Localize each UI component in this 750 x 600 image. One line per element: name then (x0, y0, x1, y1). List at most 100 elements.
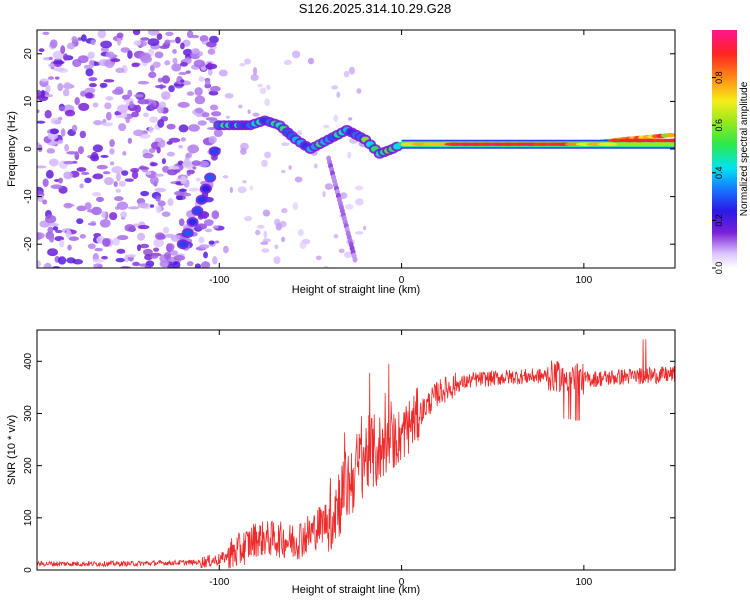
spectrogram-noise-mark (76, 167, 87, 172)
spectrogram-noise-mark (197, 120, 207, 126)
colorbar-tick-label: 0.0 (714, 262, 724, 275)
spectrogram-noise-mark (60, 45, 66, 54)
spectrogram-noise-mark (354, 185, 364, 191)
spectrogram-noise-mark (133, 129, 144, 137)
spectrogram-noise-mark (104, 177, 114, 186)
spectrogram-noise-mark (259, 87, 267, 95)
spectrogram-noise-mark (133, 40, 142, 46)
spectrogram-noise-mark (257, 224, 265, 229)
spectrogram-noise-mark (154, 51, 164, 59)
spectrogram-noise-mark (127, 50, 133, 59)
spectrogram-noise-mark (102, 171, 111, 175)
spectrogram-noise-mark (57, 116, 63, 121)
spectrogram-noise-mark (158, 101, 167, 108)
spectrogram-noise-mark (344, 251, 352, 259)
spectrogram-noise-mark (66, 151, 78, 155)
spectrogram-noise-mark (149, 176, 159, 185)
spectrogram-noise-mark (147, 38, 160, 46)
spectrogram-noise-mark (92, 173, 104, 180)
spectrogram-noise-mark (238, 104, 243, 109)
snr-x-tick-label: -100 (209, 577, 229, 588)
spectrogram-noise-mark (87, 222, 97, 226)
spectrogram-noise-mark (155, 205, 162, 214)
spectrogram-noise-mark (348, 117, 353, 121)
spectrogram-noise-mark (113, 181, 118, 188)
spectrogram-noise-mark (239, 62, 246, 67)
spectrogram-noise-mark (283, 59, 292, 66)
spectrogram-noise-mark (116, 36, 122, 46)
spectrogram-noise-mark (155, 195, 161, 202)
spectrogram-noise-mark (169, 250, 178, 256)
spectrogram-noise-mark (252, 112, 260, 117)
spectrogram-noise-mark (101, 211, 107, 219)
spectrogram-noise-mark (140, 55, 153, 64)
spectrogram-noise-mark (255, 229, 261, 236)
snr-y-tick-label: 400 (23, 353, 34, 370)
spectrogram-noise-mark (90, 154, 100, 162)
spectrogram-noise-mark (58, 106, 66, 111)
colorbar-tick-label: 0.4 (714, 167, 724, 180)
spectrogram-noise-mark (225, 115, 230, 119)
spectrogram-noise-mark (90, 39, 96, 46)
snr-frame (36, 329, 676, 571)
spectrogram-noise-mark (297, 229, 304, 237)
spectrogram-noise-mark (166, 123, 176, 130)
spectrogram-noise-mark (137, 80, 149, 85)
spectrogram-ridge-mark (665, 132, 675, 138)
spectrogram-noise-mark (125, 115, 131, 124)
spectrogram-noise-mark (116, 32, 124, 39)
spectrogram-noise-mark (313, 163, 318, 169)
spectrogram-noise-mark (37, 120, 46, 124)
spectrogram-noise-mark (194, 95, 206, 105)
spectrogram-noise-mark (37, 165, 47, 169)
spectrogram-noise-mark (52, 226, 59, 231)
spectrogram-noise-mark (47, 226, 54, 234)
spectrogram-noise-mark (81, 171, 90, 176)
spectrogram-noise-mark (292, 50, 301, 59)
spectrogram-noise-mark (333, 114, 339, 123)
spectrogram-noise-mark (110, 58, 121, 63)
spectrogram-noise-mark (74, 96, 80, 106)
spectrogram-noise-mark (134, 104, 142, 113)
spectrogram-ridge-mark (197, 196, 206, 203)
spectrogram-ridge-mark (210, 148, 219, 155)
spectrogram-noise-mark (45, 214, 57, 224)
spectrogram-noise-mark (144, 254, 153, 261)
spectrogram-band-core (597, 142, 618, 147)
spectrogram-noise-mark (154, 232, 166, 240)
spectrogram-noise-mark (48, 158, 59, 167)
spectrogram-noise-mark (203, 219, 214, 227)
spectrogram-noise-mark (48, 56, 53, 60)
spectrogram-noise-mark (60, 128, 66, 137)
spectrogram-noise-mark (52, 60, 65, 65)
spectrogram-noise-mark (101, 255, 109, 260)
snr-y-tick-label: 0 (23, 567, 34, 573)
spectrogram-noise-mark (198, 244, 210, 249)
spectrogram-noise-mark (120, 211, 128, 219)
spectrogram-noise-mark (127, 89, 133, 98)
spectrogram-noise-mark (199, 35, 209, 43)
colorbar-ticks: 0.0 0.2 0.4 0.6 0.8 (712, 71, 724, 274)
spectrogram-noise-mark (339, 192, 348, 199)
spectrogram-noise-mark (133, 93, 144, 98)
spectrogram-y-tick-label: 10 (23, 95, 34, 107)
spectrogram-noise-mark (210, 111, 222, 117)
spectrogram-noise-mark (37, 109, 40, 114)
spectrogram-noise-mark (331, 85, 339, 90)
spectrogram-noise-mark (122, 151, 127, 156)
spectrogram-noise-mark (58, 177, 63, 184)
spectrogram-noise-mark (131, 111, 139, 118)
spectrogram-noise-mark (148, 71, 157, 79)
spectrogram-noise-mark (116, 248, 126, 254)
spectrogram-noise-mark (109, 139, 115, 148)
spectrogram-noise-mark (178, 71, 188, 76)
spectrogram-noise-mark (355, 231, 364, 235)
spectrogram-noise-mark (263, 230, 268, 239)
spectrogram-noise-mark (171, 63, 182, 72)
spectrogram-y-tick-label: -10 (23, 189, 34, 204)
spectrogram-y-axis-label: Frequency (Hz) (6, 111, 18, 187)
spectrogram-noise-mark (183, 157, 191, 167)
spectrogram-noise-mark (288, 165, 292, 170)
spectrogram-noise-mark (71, 124, 78, 132)
